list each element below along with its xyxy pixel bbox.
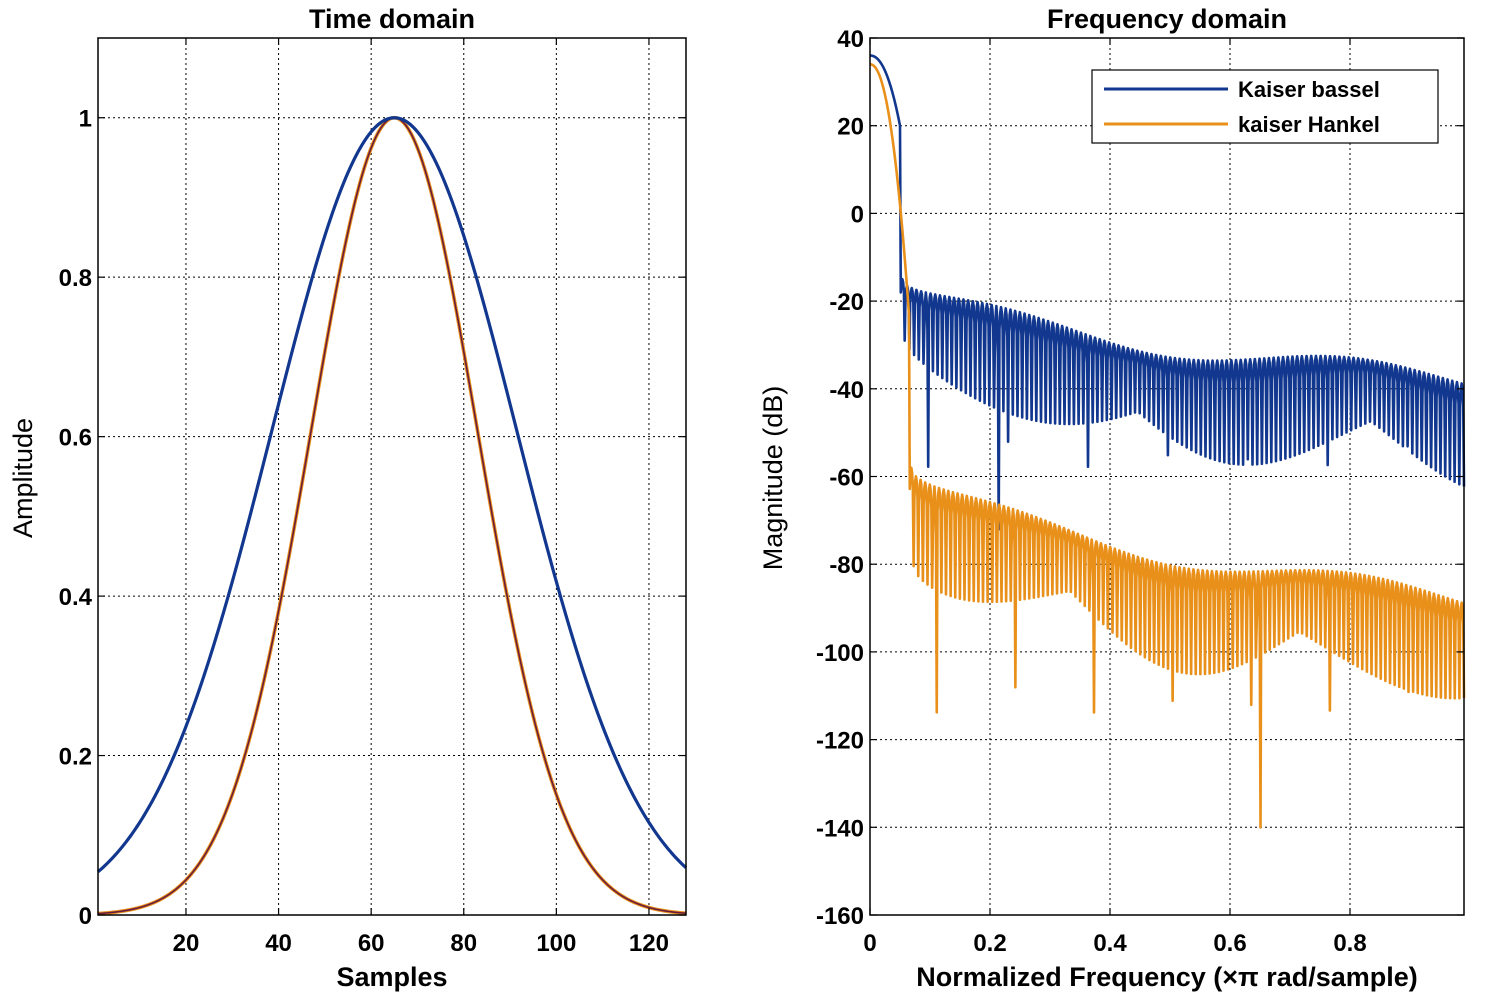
y-axis-label: Amplitude [8, 418, 38, 538]
chart-title: Frequency domain [1047, 4, 1287, 34]
legend: Kaiser bassel kaiser Hankel [1091, 69, 1439, 144]
y-tick-label: 0 [851, 201, 864, 228]
x-tick-label: 40 [265, 930, 292, 957]
y-tick-label: -160 [816, 903, 864, 930]
x-tick-label: 0.4 [1093, 930, 1127, 957]
y-tick-label: 0.2 [59, 744, 92, 771]
y-tick-label: 0.8 [59, 265, 92, 292]
y-tick-label: 1 [79, 106, 92, 133]
x-tick-label: 120 [629, 930, 669, 957]
time-domain-chart: Time domain 20 40 60 80 100 120 0 0.2 0.4 0.6 0.8 1… [8, 4, 688, 992]
x-tick-label: 0.2 [973, 930, 1006, 957]
y-tick-label: -80 [829, 552, 864, 579]
axes-box [97, 37, 687, 916]
x-axis-label: Samples [336, 962, 447, 992]
x-tick-label: 0.8 [1333, 930, 1366, 957]
legend-label-kaiser-bassel: Kaiser bassel [1238, 77, 1380, 102]
y-tick-label: -40 [829, 377, 864, 404]
y-tick-label: -60 [829, 465, 864, 492]
chart-title: Time domain [309, 4, 475, 34]
x-tick-label: 80 [450, 930, 477, 957]
y-axis-label: Magnitude (dB) [758, 386, 788, 571]
series-line-kaiser-bassel [96, 116, 688, 874]
y-tick-label: 20 [837, 114, 864, 141]
y-tick-label: 0.6 [59, 425, 92, 452]
x-tick-label: 100 [536, 930, 576, 957]
x-tick-label: 20 [173, 930, 200, 957]
series-line-kaiser-bassel [869, 54, 1466, 531]
y-tick-label: -100 [816, 640, 864, 667]
y-tick-label: 40 [837, 26, 864, 53]
x-tick-label: 60 [358, 930, 385, 957]
y-tick-label: 0 [79, 903, 92, 930]
frequency-domain-chart: Frequency domain 0 0.2 0.4 0.6 0.8 40 20 0 -20 -4… [758, 4, 1466, 992]
x-tick-label: 0.6 [1213, 930, 1246, 957]
series-line-kaiser-hankel [869, 63, 1466, 829]
y-tick-label: -140 [816, 815, 864, 842]
x-tick-label: 0 [863, 930, 876, 957]
y-tick-label: -20 [829, 289, 864, 316]
y-tick-label: 0.4 [59, 584, 93, 611]
x-axis-label: Normalized Frequency (×π rad/sample) [916, 962, 1418, 992]
legend-label-kaiser-hankel: kaiser Hankel [1238, 112, 1380, 137]
legend-box [1091, 69, 1439, 144]
y-tick-label: -120 [816, 728, 864, 755]
